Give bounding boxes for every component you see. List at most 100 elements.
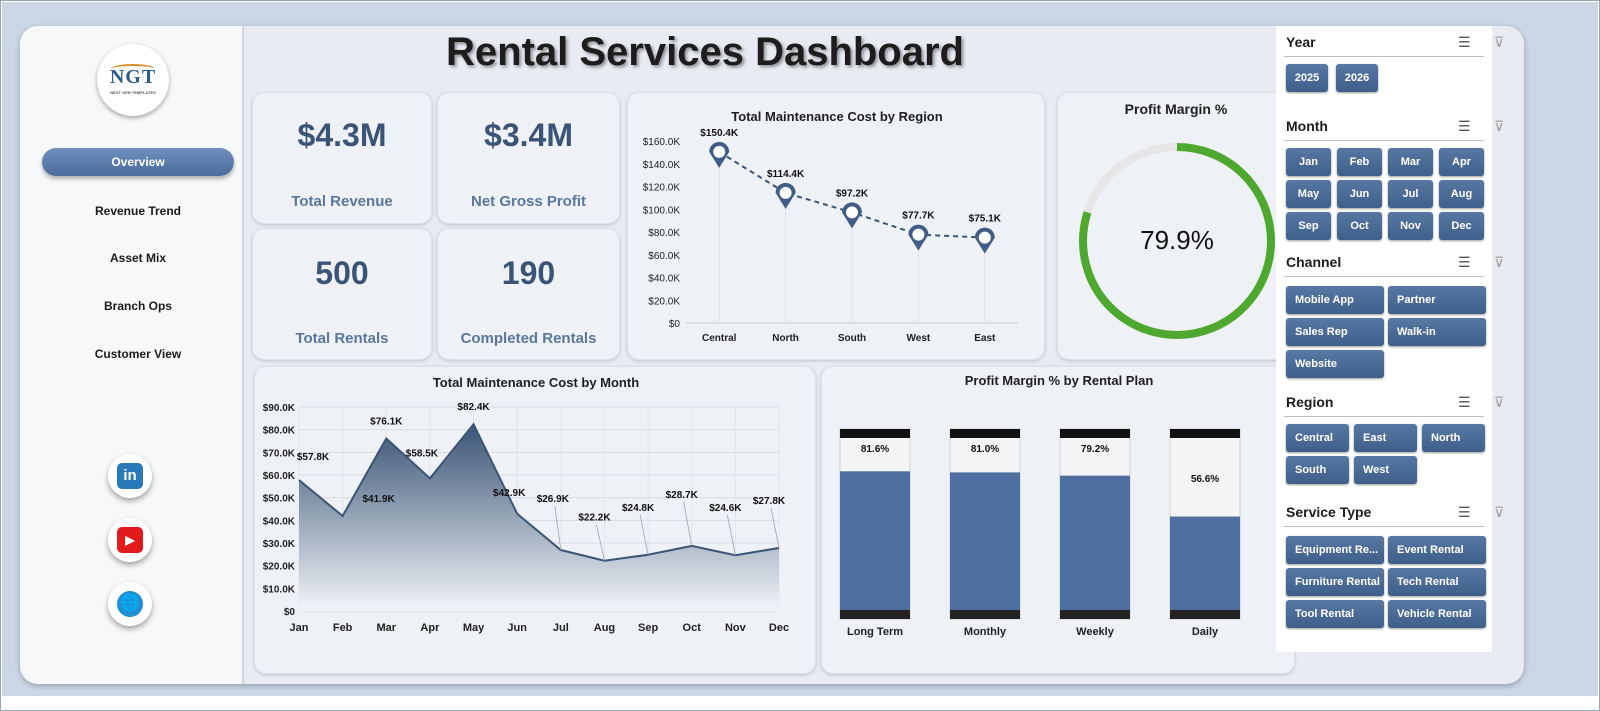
slicer-month-item[interactable]: Feb [1337,148,1382,176]
clear-filter-icon[interactable]: ⊽ [1494,254,1505,270]
slicer-month-item[interactable]: Nov [1388,212,1433,240]
multi-select-icon[interactable]: ☰ [1458,34,1471,50]
data-label: $114.4K [767,169,805,180]
x-tick-label: Central [702,333,737,344]
chart-title: Total Maintenance Cost by Region [731,109,942,124]
multi-select-icon[interactable]: ☰ [1458,394,1471,410]
slicer-service_type-item[interactable]: Vehicle Rental [1388,600,1486,628]
x-tick-label: May [463,622,485,634]
slicer-channel-item[interactable]: Walk-in [1388,318,1486,346]
clear-filter-icon[interactable]: ⊽ [1494,34,1505,50]
slicer-region-item[interactable]: South [1286,456,1349,484]
x-tick-label: West [907,333,931,344]
nav-item-asset-mix[interactable]: Asset Mix [109,251,167,265]
globe-icon: 🌐 [117,591,143,617]
kpi-value: 190 [501,255,556,291]
slicer-service_type-item[interactable]: Event Rental [1388,536,1486,564]
y-tick-label: $20.0K [648,296,680,307]
slicer-service_type-item[interactable]: Tool Rental [1286,600,1384,628]
y-tick-label: $70.0K [263,448,296,459]
slicer-channel-item[interactable]: Partner [1388,286,1486,314]
clear-filter-icon[interactable]: ⊽ [1494,394,1505,410]
x-tick-label: Long Term [847,626,903,638]
data-point-marker [908,224,929,251]
website-button[interactable]: 🌐 [108,582,152,626]
region-chart-card: Total Maintenance Cost by Region $0 $20.0K… [627,92,1045,360]
slicer-divider [1284,416,1484,417]
slicer-channel-item[interactable]: Sales Rep [1286,318,1384,346]
slicer-service_type-item[interactable]: Furniture Rental [1286,568,1384,596]
slicer-month-item[interactable]: Mar [1388,148,1433,176]
leader-line [726,515,736,556]
slicer-divider [1284,276,1484,277]
slicer-month-item[interactable]: Apr [1439,148,1484,176]
slicer-month-item[interactable]: Jul [1388,180,1433,208]
slicer-channel-item[interactable]: Mobile App [1286,286,1384,314]
pin-dot [779,186,792,199]
y-tick-label: $10.0K [263,584,296,595]
slicer-year-item[interactable]: 2025 [1286,64,1328,92]
slicer-region-item[interactable]: North [1422,424,1485,452]
youtube-button[interactable]: ▶ [108,518,152,562]
y-tick-label: $60.0K [648,251,680,262]
clear-filter-icon[interactable]: ⊽ [1494,504,1505,520]
slicer-divider [1284,526,1484,527]
kpi-card-total-rentals: 500 Total Rentals [252,228,432,360]
slicer-month-item[interactable]: Oct [1337,212,1382,240]
logo-text: NGT [109,66,157,88]
y-tick-label: $40.0K [648,274,680,285]
nav-item-revenue-trend[interactable]: Revenue Trend [94,204,182,218]
bar-column [1059,428,1131,620]
area-fill [299,424,779,611]
pin-dot [912,228,925,241]
kpi-value: $3.4M [484,117,573,153]
slicer-region-item[interactable]: Central [1286,424,1349,452]
slicer-service_type-title: Service Type [1286,504,1372,520]
data-label: $82.4K [457,402,490,413]
slicer-year-item[interactable]: 2026 [1336,64,1378,92]
slicer-region-item[interactable]: West [1354,456,1417,484]
region-line-chart: Total Maintenance Cost by Region $0 $20.0K… [643,109,1018,344]
multi-select-icon[interactable]: ☰ [1458,118,1471,134]
nav-item-customer-view[interactable]: Customer View [94,347,182,361]
bar-column [1169,428,1241,620]
slicer-channel-item[interactable]: Website [1286,350,1384,378]
slicer-service_type-item[interactable]: Equipment Re... [1286,536,1384,564]
slicer-month-item[interactable]: Aug [1439,180,1484,208]
nav-item-branch-ops[interactable]: Branch Ops [103,299,172,313]
logo-swoosh-icon [111,64,155,74]
slicer-month-item[interactable]: Sep [1286,212,1331,240]
profit-margin-card: Profit Margin % 79.9% [1057,92,1295,360]
multi-select-icon[interactable]: ☰ [1458,254,1471,270]
slicer-channel-title: Channel [1286,254,1342,270]
bar [1060,475,1130,619]
data-label: $77.7K [902,211,935,222]
slicer-month-item[interactable]: May [1286,180,1331,208]
x-tick-label: Dec [769,622,789,634]
slicer-month-item[interactable]: Jun [1337,180,1382,208]
plan-bar-chart: Profit Margin % by Rental Plan 81.6% Long … [839,373,1241,638]
nav-item-overview[interactable]: Overview [42,148,234,176]
slicer-region-item[interactable]: East [1354,424,1417,452]
slicer-month-item[interactable]: Dec [1439,212,1484,240]
linkedin-button[interactable]: in [108,454,152,498]
clear-filter-icon[interactable]: ⊽ [1494,118,1505,134]
bar-cap-bottom [1060,610,1130,619]
leader-line [770,507,780,549]
x-tick-label: Feb [333,622,353,634]
x-tick-label: Aug [594,622,615,634]
multi-select-icon[interactable]: ☰ [1458,504,1471,520]
ring-value-arc [1079,143,1275,339]
kpi-value: 500 [315,255,369,291]
pin-dot [978,231,991,244]
plan-chart-card: Profit Margin % by Rental Plan 81.6% Long … [821,366,1295,674]
slicer-divider [1284,140,1484,141]
data-label: $57.8K [297,452,330,463]
slicer-month-item[interactable]: Jan [1286,148,1331,176]
data-label: 56.6% [1191,474,1219,485]
y-tick-label: $100.0K [643,205,681,216]
data-label: $27.8K [753,496,786,507]
slicer-service_type-item[interactable]: Tech Rental [1388,568,1486,596]
leader-line [554,505,562,551]
ngt-logo: NGT NEXT GEN TEMPLATES [97,44,169,116]
